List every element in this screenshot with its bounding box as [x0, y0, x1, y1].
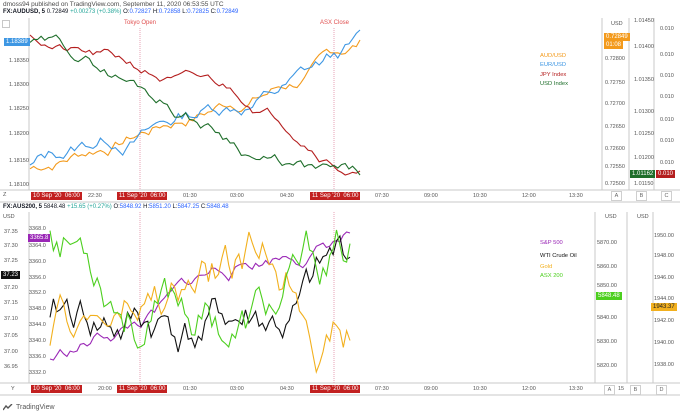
wti-line	[49, 234, 351, 353]
publish-info: dmoss94 published on TradingView.com, Se…	[3, 1, 224, 8]
legend-jpy-index[interactable]: JPY Index	[540, 72, 567, 78]
corner-y[interactable]: Y	[11, 386, 15, 392]
top-low: 0.72825	[187, 9, 209, 15]
top-symbol[interactable]: FX:AUDUSD, 5	[3, 9, 46, 15]
axis-box-a[interactable]: A	[611, 191, 622, 201]
time-badge-1: 10 Sep '20 06:00	[31, 192, 82, 200]
legend-wti[interactable]: WTI Crude Oil	[540, 253, 577, 259]
gold-line	[49, 231, 351, 374]
bottom-price: 5848.48	[43, 204, 66, 210]
audusd-countdown: 01:08	[604, 41, 624, 49]
top-close: 0.72849	[216, 9, 239, 15]
axis-header-usd: USD	[611, 21, 623, 27]
bottom-symbol[interactable]: FX:AUS200, 5	[3, 204, 43, 210]
bottom-axis-box-d[interactable]: D	[656, 385, 667, 395]
bottom-time-badge-2: 11 Sep '20 06:00	[117, 385, 168, 393]
bottom-time-badge-1: 10 Sep '20 06:00	[31, 385, 82, 393]
usd-index-badge: 1.01162	[630, 170, 656, 178]
sp500-price-badge: 3365.8	[28, 234, 51, 242]
top-open: 0.72827	[129, 9, 152, 15]
legend-asx200[interactable]: ASX 200	[540, 273, 563, 279]
legend-usd-index[interactable]: USD Index	[540, 81, 569, 87]
axis-box-c[interactable]: C	[661, 191, 672, 201]
tradingview-logo[interactable]: TradingView	[3, 402, 55, 412]
session-label-tokyo: Tokyo Open	[124, 20, 157, 26]
corner-z[interactable]: Z	[3, 192, 7, 198]
axis-box-b[interactable]: B	[636, 191, 647, 201]
legend-gold[interactable]: Gold	[540, 264, 553, 270]
bottom-axis-box-b[interactable]: B	[630, 385, 641, 395]
jpy-index-badge: 0.010	[656, 170, 676, 178]
asx200-line	[49, 229, 351, 349]
tradingview-logo-icon	[3, 403, 13, 410]
legend-audusd[interactable]: AUD/USD	[540, 53, 567, 59]
time-badge-3: 11 Sep '20 06:00	[310, 192, 361, 200]
bottom-high: 5851.20	[149, 204, 171, 210]
sp500-line	[49, 231, 351, 361]
legend-sp500[interactable]: S&P 500	[540, 240, 563, 246]
bottom-low: 5847.25	[177, 204, 200, 210]
asx200-price-badge: 5848.48	[596, 292, 622, 300]
bottom-symbol-header: FX:AUS200, 5 5848.48 +15.65 (+0.27%) O:5…	[3, 204, 229, 210]
audusd-price-badge: 0.72849	[604, 33, 630, 41]
usd-index-line	[29, 34, 361, 176]
top-price: 0.72849	[46, 9, 69, 15]
bottom-close: 5848.48	[206, 204, 229, 210]
jpy-index-line	[29, 34, 361, 176]
bottom-change: +15.65 (+0.27%)	[67, 204, 112, 210]
eurusd-price-badge: 1.18389	[4, 38, 30, 46]
top-change: +0.00273 (+0.38%)	[70, 9, 122, 15]
bottom-time-badge-3: 11 Sep '20 06:00	[310, 385, 361, 393]
top-high: 0.72858	[158, 9, 181, 15]
bottom-axis-box-a[interactable]: A	[604, 385, 615, 395]
bottom-open: 5848.92	[119, 204, 142, 210]
time-badge-2: 11 Sep '20 06:00	[117, 192, 168, 200]
wti-price-badge: 37.23	[1, 271, 21, 279]
legend-eurusd[interactable]: EUR/USD	[540, 62, 567, 68]
top-symbol-header: FX:AUDUSD, 5 0.72849 +0.00273 (+0.38%) O…	[3, 9, 239, 15]
session-label-asx: ASX Close	[320, 20, 350, 26]
gold-price-badge: 1943.37	[651, 303, 677, 311]
expand-icon[interactable]	[2, 20, 10, 28]
eurusd-line	[29, 29, 361, 166]
